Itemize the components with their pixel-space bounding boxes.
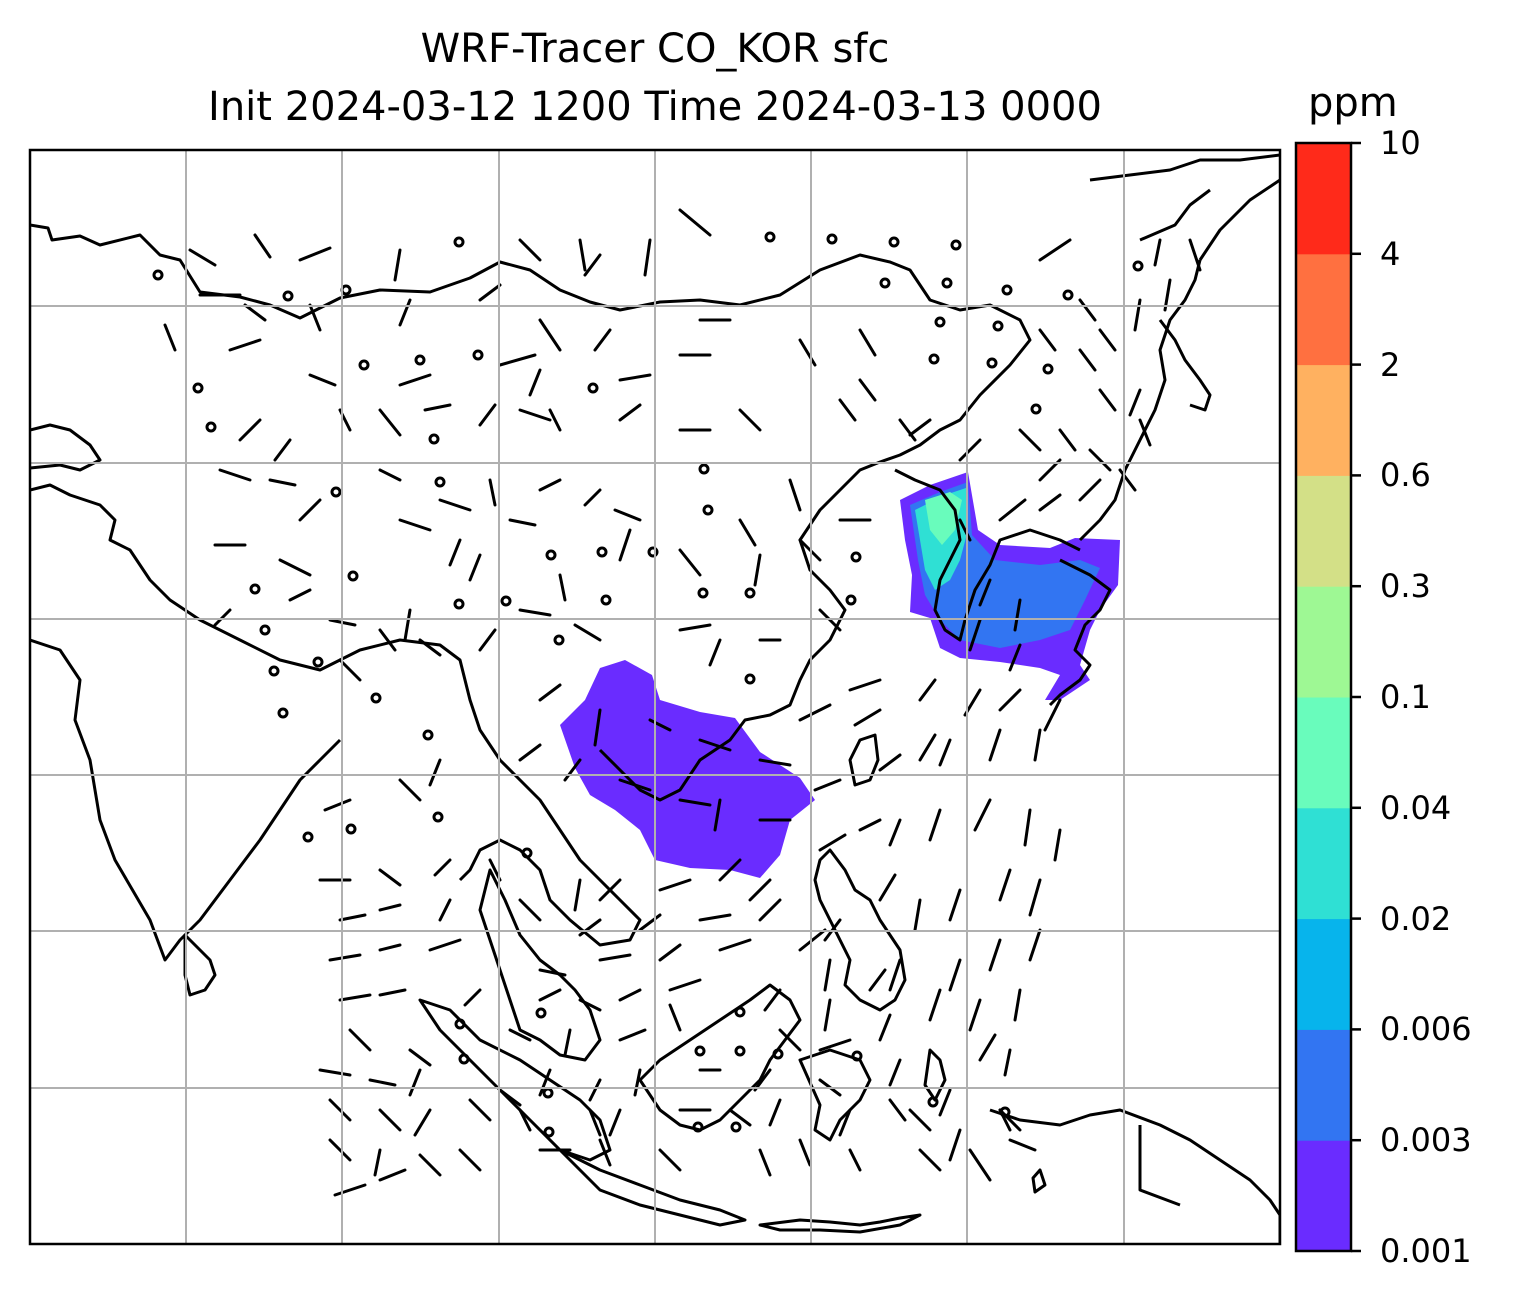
colorbar-band: [1296, 586, 1351, 698]
colorbar-tick-label: 10: [1380, 124, 1421, 162]
tracer-plume-southchina: [560, 660, 815, 878]
colorbar-band: [1296, 1029, 1351, 1141]
colorbar-tick-label: 0.1: [1380, 678, 1431, 716]
colorbar-frame: [1294, 141, 1353, 1253]
colorbar-band: [1296, 364, 1351, 476]
colorbar-band: [1296, 475, 1351, 587]
wind-barbs: [163, 208, 1202, 1197]
map-frame: [28, 148, 1282, 1246]
colorbar-tick-label: 0.6: [1380, 456, 1431, 495]
colorbar-unit-label: ppm: [1308, 80, 1398, 126]
colorbar-band: [1296, 807, 1351, 920]
colorbar-tick-label: 0.02: [1380, 899, 1452, 938]
colorbar-tick-label: 0.04: [1380, 788, 1452, 827]
colorbar-tick-label: 0.006: [1380, 1010, 1472, 1049]
colorbar-band: [1296, 1140, 1351, 1252]
colorbar: [1296, 141, 1361, 1253]
colorbar-tick-label: 0.001: [1380, 1232, 1472, 1270]
colorbar-tick-label: 0.3: [1380, 567, 1431, 606]
colorbar-tick-label: 2: [1380, 345, 1401, 384]
colorbar-band: [1296, 253, 1351, 366]
colorbar-band: [1296, 143, 1351, 255]
colorbar-band: [1296, 697, 1351, 809]
coastlines: [30, 153, 1280, 1244]
colorbar-band: [1296, 918, 1351, 1030]
chart-title-line1: WRF-Tracer CO_KOR sfc: [420, 26, 890, 72]
colorbar-tick-label: 4: [1380, 234, 1401, 273]
gridlines: [30, 150, 1280, 1244]
map-content: [30, 150, 1280, 1244]
colorbar-tick-label: 0.003: [1380, 1121, 1472, 1160]
chart-title-line2: Init 2024-03-12 1200 Time 2024-03-13 000…: [208, 84, 1102, 130]
